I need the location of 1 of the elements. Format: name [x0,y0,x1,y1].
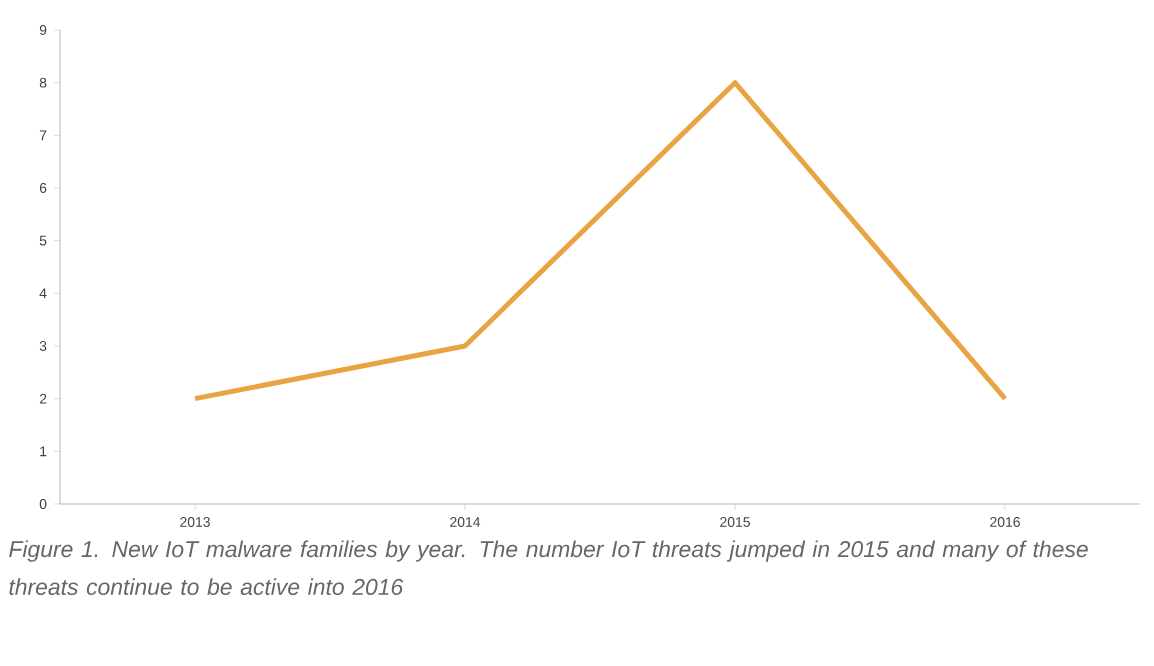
caption: Figure 1. New IoT malware families by year. The number IoT threats jumped in 2015 and many of these threats continue to be active into 2016 [9,540,1088,596]
